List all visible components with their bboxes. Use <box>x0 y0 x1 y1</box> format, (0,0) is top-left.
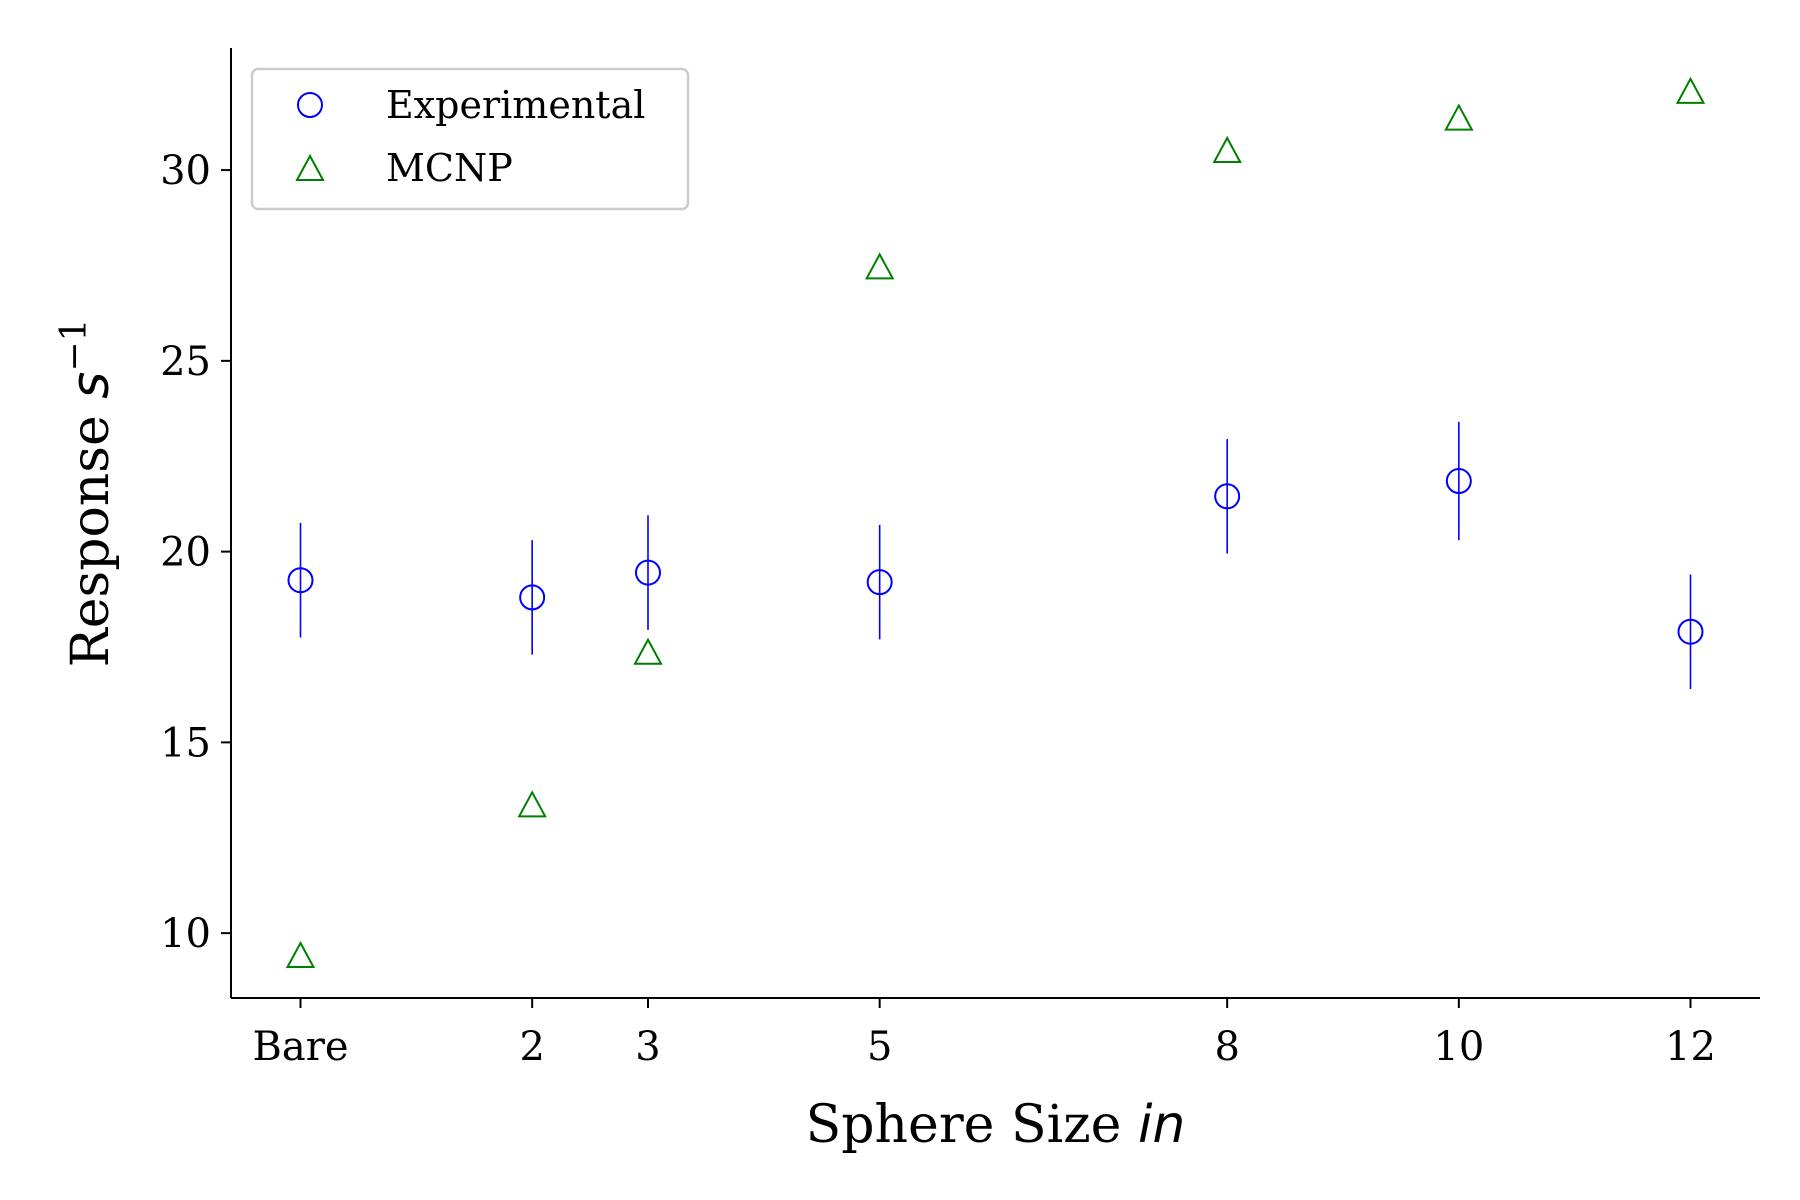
y-axis-label: Response s−1 <box>54 319 121 668</box>
legend-marker-experimental <box>297 92 323 118</box>
experimental-point <box>1677 618 1704 645</box>
x-tick-label: 10 <box>1433 1024 1484 1070</box>
axes <box>230 48 1760 999</box>
experimental-point <box>519 584 546 611</box>
experimental-point <box>1445 468 1472 495</box>
mcnp-point <box>1444 103 1474 131</box>
experimental-point <box>866 569 893 596</box>
mcnp-point <box>517 790 547 818</box>
legend-label-mcnp: MCNP <box>386 146 513 190</box>
y-ticks: 10 15 20 25 30 <box>160 148 231 957</box>
legend-frame <box>250 67 690 211</box>
experimental-point <box>1214 483 1241 510</box>
data-marks <box>285 76 1706 969</box>
x-tick-label: 12 <box>1665 1024 1716 1070</box>
legend-label-experimental: Experimental <box>386 83 645 127</box>
y-tick-label: 20 <box>160 530 211 576</box>
x-ticks: Bare 2 3 5 8 10 12 <box>252 998 1716 1070</box>
mcnp-point <box>633 637 663 665</box>
mcnp-point <box>1675 76 1706 104</box>
y-tick-label: 15 <box>160 720 211 766</box>
x-tick-label: Bare <box>252 1024 348 1070</box>
legend: Experimental MCNP <box>250 67 690 211</box>
x-tick-label: 5 <box>867 1024 892 1070</box>
mcnp-point <box>1212 135 1242 164</box>
y-tick-label: 10 <box>160 911 211 957</box>
x-tick-label: 3 <box>635 1024 660 1070</box>
x-tick-label: 2 <box>519 1024 544 1070</box>
experimental-point <box>635 559 661 586</box>
y-tick-label: 25 <box>160 339 211 385</box>
y-tick-label: 30 <box>160 148 211 194</box>
legend-marker-mcnp <box>295 153 325 181</box>
x-tick-label: 8 <box>1214 1024 1239 1070</box>
mcnp-point <box>285 940 316 969</box>
x-axis-label: Sphere Size in <box>806 1095 1186 1155</box>
mcnp-point <box>864 252 895 280</box>
experimental-point <box>287 567 314 594</box>
